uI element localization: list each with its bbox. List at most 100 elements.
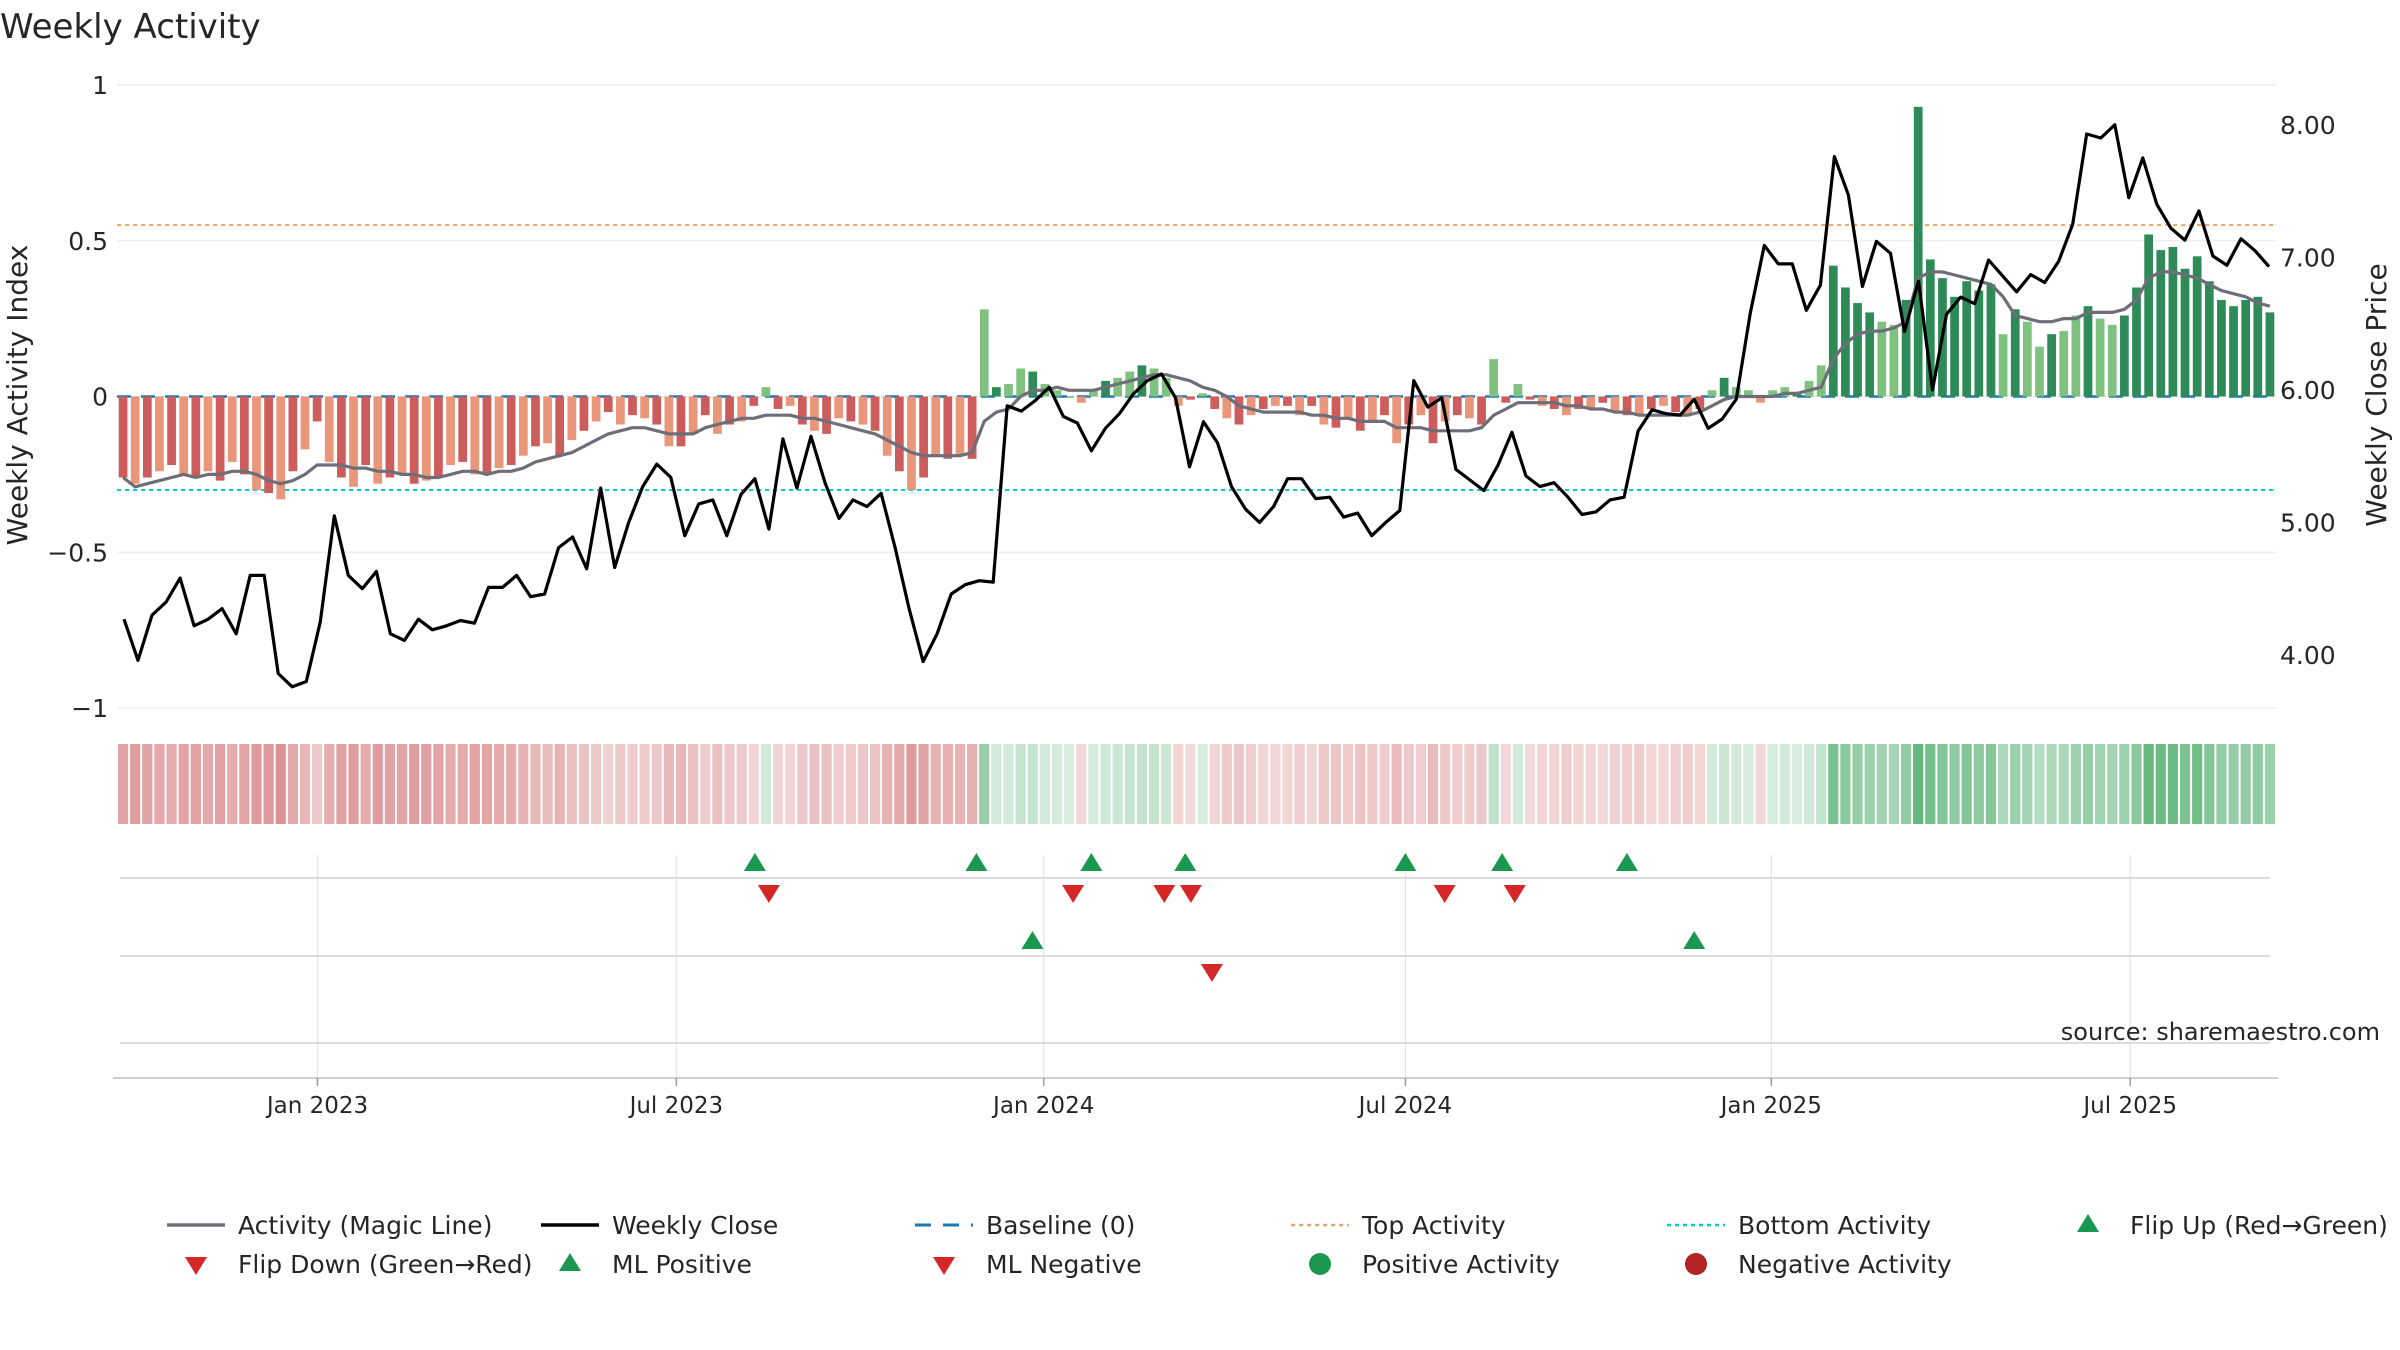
legend-item-close: Weekly Close <box>541 1211 778 1240</box>
activity-bar <box>603 396 613 413</box>
heat-strip-cell <box>1064 744 1075 824</box>
activity-bar <box>761 387 771 397</box>
heat-strip-cell <box>1452 744 1463 824</box>
source-watermark: source: sharemaestro.com <box>2061 1018 2380 1046</box>
flip-down-marker <box>1503 885 1526 903</box>
heat-strip-cell <box>2107 744 2118 824</box>
activity-bar <box>215 396 225 481</box>
activity-bar <box>1646 396 1656 409</box>
activity-bar <box>870 396 880 431</box>
activity-bar <box>615 396 625 425</box>
heat-strip-cell <box>2155 744 2166 824</box>
activity-bar <box>2168 246 2178 397</box>
heat-strip-cell <box>1427 744 1439 824</box>
legend-item-flip_down: Flip Down (Green→Red) <box>185 1250 533 1279</box>
heat-strip-cell <box>1221 744 1232 824</box>
heat-strip-cell <box>142 744 153 824</box>
activity-bar <box>2217 299 2226 397</box>
activity-bar <box>1234 396 1244 425</box>
activity-bar <box>2192 256 2202 397</box>
heat-strip-cell <box>627 744 638 824</box>
activity-bar <box>1950 296 1959 397</box>
heat-strip-cell <box>1961 744 1972 824</box>
activity-bar <box>252 396 261 490</box>
heat-strip-cell <box>1282 744 1293 824</box>
activity-bar <box>676 396 686 447</box>
activity-bar <box>349 396 358 487</box>
activity-bar <box>1489 359 1499 397</box>
heat-strip-cell <box>1245 744 1257 824</box>
heat-strip-cell <box>1791 744 1802 824</box>
heat-strip-cell <box>409 744 420 824</box>
activity-bar <box>834 396 844 419</box>
legend-item-bottom: Bottom Activity <box>1667 1211 1931 1240</box>
activity-bar <box>640 396 649 419</box>
heat-strip-cell <box>336 744 347 824</box>
heat-strip-cell <box>215 744 226 824</box>
heat-strip-cell <box>688 744 699 824</box>
heat-strip-cell <box>469 744 480 824</box>
heat-strip-cell <box>1537 744 1548 824</box>
activity-bar <box>2095 318 2105 397</box>
flip-up-marker <box>1491 853 1514 871</box>
heat-strip-cell <box>1440 744 1451 824</box>
activity-bar <box>1380 396 1389 416</box>
heat-strip-cell <box>1270 744 1281 824</box>
legend-item-top: Top Activity <box>1291 1211 1506 1240</box>
heat-strip-cell <box>1719 744 1730 824</box>
x-axis: Jan 2023 Jul 2023 Jan 2024 Jul 2024 Jan 2025… <box>113 1077 2278 1119</box>
activity-bar <box>955 396 965 456</box>
heat-strip-cell <box>1743 744 1754 824</box>
heat-strip-cell <box>384 744 396 824</box>
heat-strip-cell <box>967 744 978 824</box>
series-lines <box>122 123 2271 689</box>
heat-strip-cell <box>1985 744 1997 824</box>
legend-label: Weekly Close <box>612 1211 778 1240</box>
legend-red-down-triangle-icon <box>933 1257 955 1275</box>
ml-positive-marker <box>1021 931 1044 949</box>
legend-item-magic: Activity (Magic Line) <box>167 1211 492 1240</box>
heat-strip-cell <box>1658 744 1669 824</box>
activity-bar <box>2204 281 2214 397</box>
heat-strip-cell <box>603 744 614 824</box>
activity-bar <box>1355 396 1365 431</box>
heat-strip-cell <box>2192 744 2203 824</box>
y-right-tick-label: 8.00 <box>2280 111 2336 140</box>
heat-strip-cell <box>1694 744 1705 824</box>
legend-green-dot-icon <box>1309 1253 1331 1275</box>
activity-bar <box>1270 396 1280 406</box>
ml-negative-marker <box>1200 964 1223 982</box>
heat-strip-cell <box>1476 744 1487 824</box>
legend-label: Negative Activity <box>1738 1250 1952 1279</box>
heat-strip-cell <box>1003 744 1014 824</box>
activity-bar <box>167 396 176 466</box>
activity-bar <box>482 396 492 475</box>
y-left-axis-label: Weekly Activity Index <box>1 245 34 546</box>
activity-bar <box>2241 299 2251 397</box>
activity-bar <box>300 396 310 450</box>
heat-strip-cell <box>797 744 808 824</box>
heat-strip-cell <box>372 744 383 824</box>
heat-strip-cell <box>130 744 141 824</box>
heat-strip-cell <box>1379 744 1390 824</box>
heat-strip-cell <box>1997 744 2009 824</box>
heat-strip-cell <box>2010 744 2021 824</box>
activity-bar <box>1016 368 1025 397</box>
heat-strip-cell <box>287 744 298 824</box>
activity-bar <box>1756 396 1765 403</box>
heat-strip-cell <box>1294 744 1305 824</box>
heat-strip-cell <box>2022 744 2033 824</box>
y-right-axis-label: Weekly Close Price <box>2360 263 2393 526</box>
heat-strip-cell <box>2143 744 2154 824</box>
heat-strip-cell <box>348 744 359 824</box>
flip-up-marker <box>1174 853 1197 871</box>
legend-item-neg_act: Negative Activity <box>1685 1250 1952 1279</box>
heat-strip-cell <box>1027 744 1038 824</box>
y-right-tick-label: 4.00 <box>2280 641 2336 670</box>
heat-strip-cell <box>1391 744 1402 824</box>
heat-strip-cell <box>1524 744 1536 824</box>
activity-bar <box>1877 321 1887 397</box>
heat-strip-cell <box>239 744 250 824</box>
heat-strip-cell <box>1258 744 1269 824</box>
y-right-tick-label: 6.00 <box>2280 376 2336 405</box>
